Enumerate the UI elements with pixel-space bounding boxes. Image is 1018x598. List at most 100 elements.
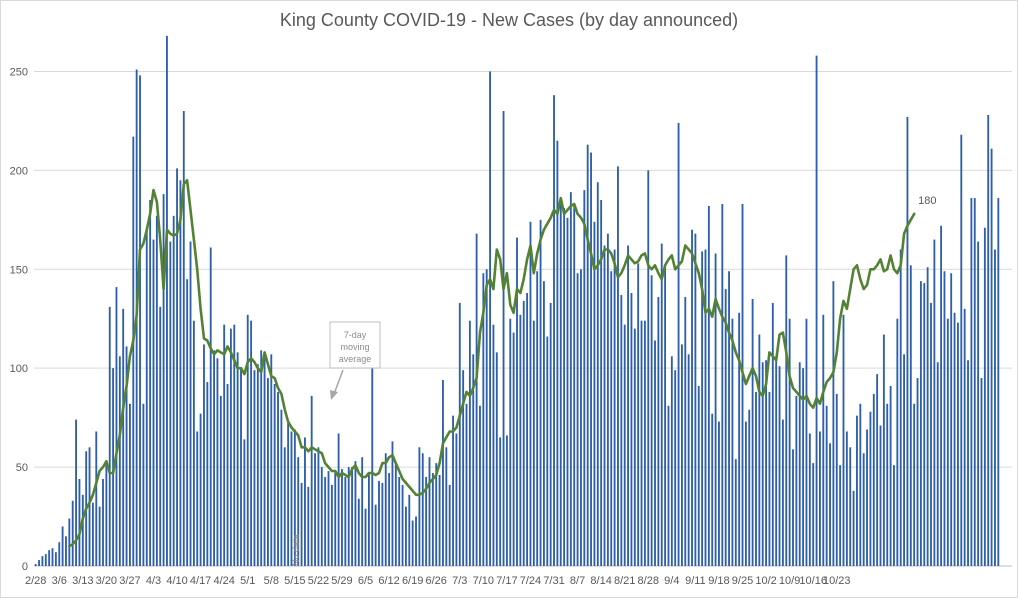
bar [741, 203, 744, 566]
bar [405, 506, 407, 566]
bar [903, 354, 905, 566]
bar [341, 469, 343, 566]
bar [267, 378, 269, 566]
bar [987, 114, 990, 566]
callout-line-2: moving [340, 342, 369, 352]
bar [169, 241, 172, 566]
bar [997, 198, 1000, 567]
bar [502, 111, 505, 566]
bar [586, 144, 589, 566]
moving-average-path [68, 179, 916, 548]
bar [435, 463, 438, 566]
end-value-label: 180 [918, 195, 936, 207]
bar [206, 382, 209, 566]
bar [617, 166, 619, 566]
bar [563, 207, 566, 566]
bar [879, 425, 882, 566]
bar [536, 271, 539, 566]
bar [468, 320, 471, 566]
bar [472, 354, 475, 566]
bar [159, 306, 162, 566]
bar [337, 433, 340, 566]
bar [398, 476, 401, 566]
bar [953, 312, 956, 566]
bar [155, 215, 158, 566]
bar [219, 395, 222, 566]
bar [946, 318, 949, 566]
bar [973, 198, 976, 567]
bar [543, 281, 545, 566]
bar [670, 356, 673, 566]
y-axis: 0 50 100 150 200 250 [10, 66, 28, 573]
bar [75, 419, 77, 566]
bar [492, 324, 495, 566]
bar [61, 526, 64, 566]
y-tick-label: 0 [22, 561, 28, 573]
bar [516, 237, 518, 566]
bar [674, 370, 677, 566]
x-tick-label: 2/28 [25, 575, 46, 587]
bar [687, 354, 690, 566]
bar [489, 71, 491, 567]
bar [263, 358, 266, 566]
x-tick-label: 7/17 [496, 575, 517, 587]
bar [330, 484, 333, 566]
bar [751, 298, 754, 566]
bar [775, 356, 778, 566]
bar [223, 324, 226, 566]
bar [273, 384, 276, 566]
bar [977, 241, 980, 566]
x-tick-label: 9/25 [732, 575, 753, 587]
y-tick-label: 150 [10, 264, 28, 276]
bar [209, 247, 212, 566]
bar [142, 403, 145, 566]
x-tick-label: 3/20 [96, 575, 117, 587]
bar [102, 478, 104, 566]
bar [485, 269, 488, 566]
bar [936, 362, 939, 566]
bar [718, 421, 720, 566]
x-axis: 2/28 3/6 3/13 3/20 3/27 4/3 4/10 4/17 4/24 5/1 5/8… [25, 575, 851, 587]
bar [34, 564, 37, 566]
bar [963, 308, 966, 566]
bar [411, 520, 414, 566]
bar [546, 336, 549, 566]
bar [808, 433, 811, 566]
bar [967, 360, 969, 566]
x-tick-label: 7/31 [543, 575, 564, 587]
x-tick-label: 8/7 [570, 575, 585, 587]
bar [38, 560, 40, 566]
x-tick-label: 10/2 [755, 575, 776, 587]
bar [832, 281, 835, 566]
bar [300, 482, 303, 566]
bar [270, 354, 273, 566]
bar [852, 490, 855, 566]
bar [277, 391, 279, 566]
bar [731, 318, 734, 566]
bar [283, 447, 286, 566]
no-data-annotation: No data [291, 534, 301, 566]
bar [980, 378, 983, 566]
bar [357, 498, 360, 566]
bar [367, 473, 370, 566]
bar [876, 374, 879, 566]
bar [351, 467, 353, 566]
bar [765, 360, 767, 566]
bar [176, 168, 178, 567]
bar [526, 293, 529, 566]
bar [364, 508, 367, 566]
bar [549, 302, 552, 566]
bar [324, 476, 327, 566]
callout-arrow [333, 369, 344, 395]
bar [149, 200, 152, 566]
y-tick-label: 50 [16, 462, 28, 474]
bar [694, 233, 697, 566]
bar [475, 233, 478, 566]
bar [681, 344, 683, 566]
x-tick-label: 5/1 [240, 575, 255, 587]
bar [650, 275, 653, 566]
bar [566, 217, 569, 566]
bar [573, 205, 576, 567]
bar [307, 486, 310, 566]
bar [290, 431, 293, 566]
